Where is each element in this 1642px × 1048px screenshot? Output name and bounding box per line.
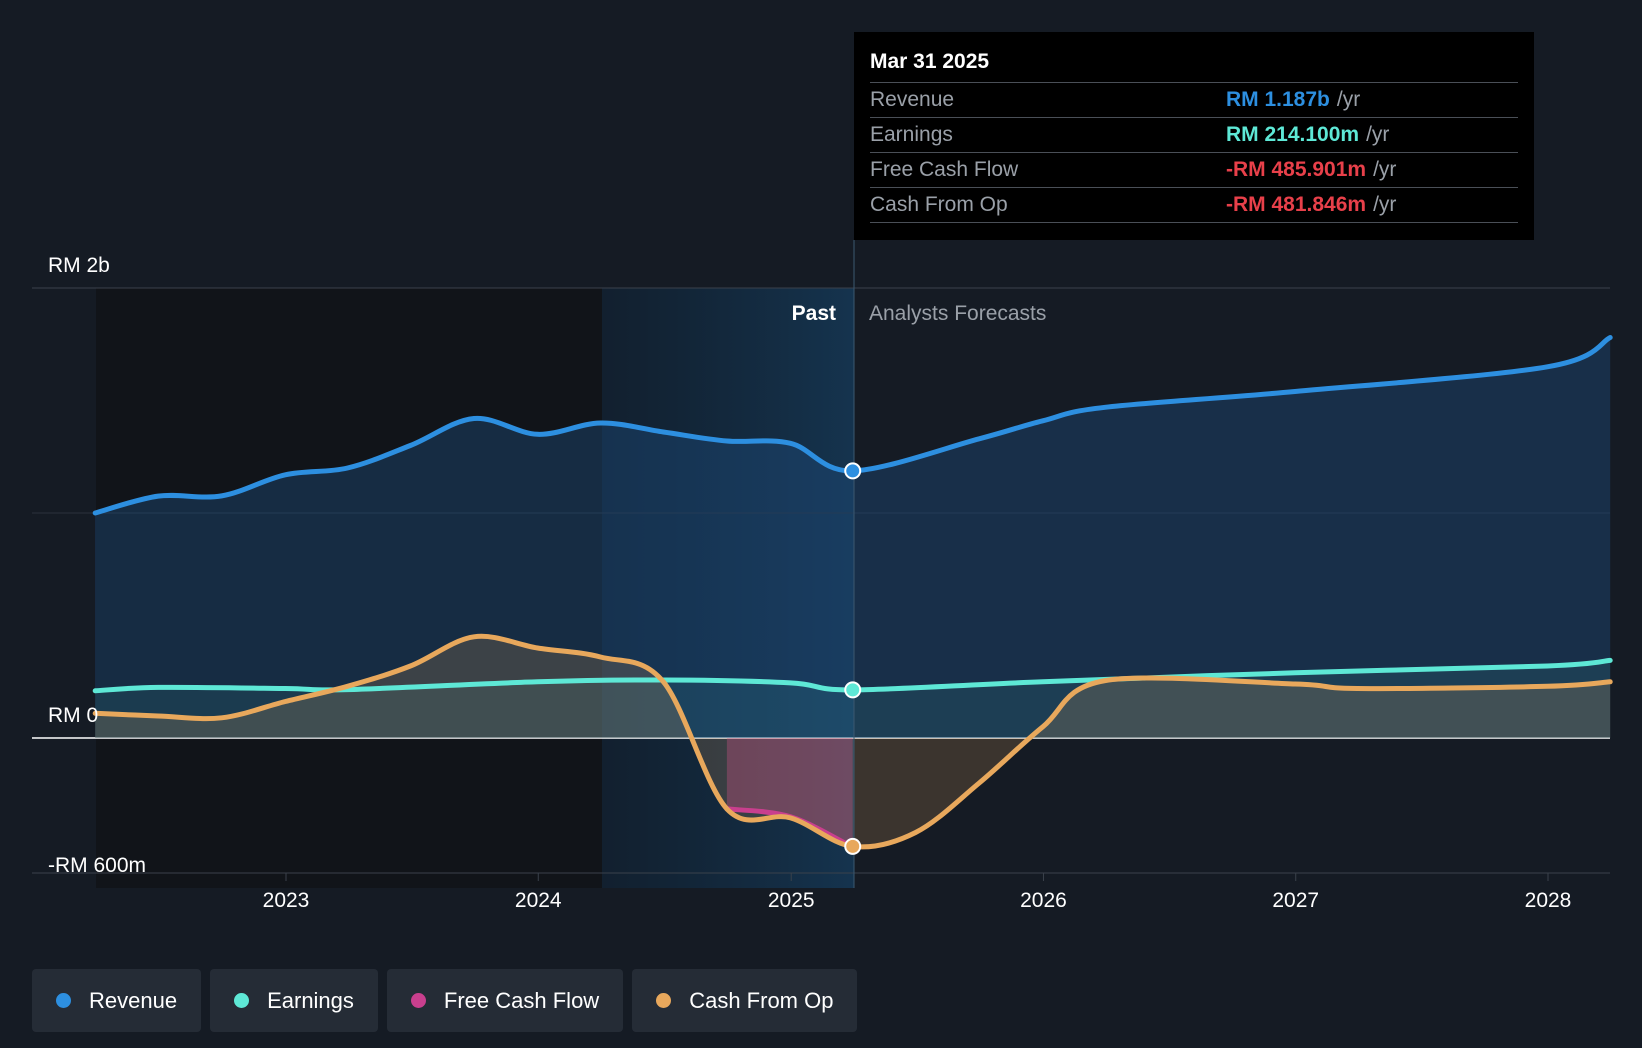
tooltip-row-revenue: Revenue RM 1.187b /yr <box>870 83 1518 118</box>
cash-from-op-marker <box>844 837 862 855</box>
x-tick-label: 2025 <box>768 889 815 912</box>
past-region-highlight <box>602 288 854 888</box>
free-cash-flow-dot-icon <box>410 993 426 1008</box>
tooltip-label: Free Cash Flow <box>870 158 1019 181</box>
tooltip-value: -RM 485.901m <box>1226 158 1367 181</box>
legend-label: Cash From Op <box>689 987 834 1013</box>
past-region-dark <box>96 288 602 888</box>
past-label: Past <box>792 302 836 325</box>
tooltip-value: RM 214.100m <box>1226 123 1360 146</box>
tooltip-value: RM 1.187b <box>1226 88 1330 111</box>
legend-item-earnings[interactable]: Earnings <box>210 969 378 1032</box>
free-cash-flow-area <box>726 738 853 848</box>
earnings-dot-icon <box>234 993 250 1008</box>
legend: Revenue Earnings Free Cash Flow Cash Fro… <box>32 969 858 1032</box>
tooltip-label: Earnings <box>870 123 953 146</box>
x-tick-label: 2027 <box>1272 889 1319 912</box>
revenue-line <box>92 335 1613 516</box>
x-tick-label: 2026 <box>1020 889 1067 912</box>
tooltip-unit: /yr <box>1373 158 1397 181</box>
forecast-label: Analysts Forecasts <box>869 302 1046 325</box>
tooltip-label: Cash From Op <box>870 193 1008 216</box>
legend-label: Free Cash Flow <box>443 987 600 1013</box>
earnings-line <box>92 657 1613 694</box>
tooltip-unit: /yr <box>1373 193 1397 216</box>
tooltip-value: -RM 481.846m <box>1226 193 1367 216</box>
legend-item-cash-from-op[interactable]: Cash From Op <box>632 969 858 1032</box>
legend-label: Revenue <box>89 987 178 1013</box>
tooltip-date: Mar 31 2025 <box>870 46 1518 83</box>
y-label-top: RM 2b <box>48 254 110 277</box>
legend-label: Earnings <box>267 987 354 1013</box>
cash-from-op-line <box>92 633 1613 850</box>
x-tick-label: 2028 <box>1525 889 1572 912</box>
tooltip-row-cash-from-op: Cash From Op -RM 481.846m /yr <box>870 188 1518 223</box>
tooltip: Mar 31 2025 Revenue RM 1.187b /yr Earnin… <box>854 32 1534 240</box>
y-label-bottom: -RM 600m <box>48 854 146 877</box>
x-tick-label: 2023 <box>263 889 310 912</box>
cash-from-op-area <box>95 636 1611 847</box>
revenue-dot-icon <box>56 993 71 1008</box>
tooltip-row-earnings: Earnings RM 214.100m /yr <box>870 118 1518 153</box>
tooltip-unit: /yr <box>1366 123 1390 146</box>
earnings-marker <box>844 681 862 699</box>
legend-item-free-cash-flow[interactable]: Free Cash Flow <box>386 969 624 1032</box>
tooltip-label: Revenue <box>870 88 955 111</box>
x-tick-label: 2024 <box>515 889 562 912</box>
y-label-zero: RM 0 <box>48 704 98 727</box>
tooltip-row-free-cash-flow: Free Cash Flow -RM 485.901m /yr <box>870 153 1518 188</box>
revenue-marker <box>844 462 862 480</box>
cash-from-op-dot-icon <box>656 993 672 1008</box>
legend-item-revenue[interactable]: Revenue <box>32 969 202 1032</box>
tooltip-unit: /yr <box>1336 88 1361 111</box>
